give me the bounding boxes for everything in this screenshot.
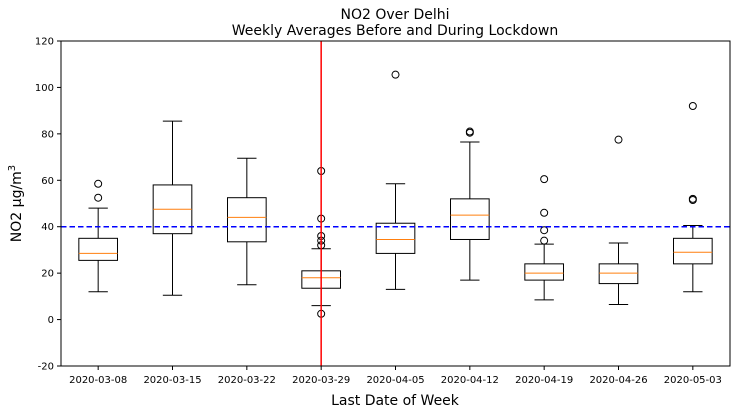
plot-area: -20 0 20 40 60 80 100 120 2020-03-08 2020-03-15 20… xyxy=(35,37,730,386)
box-group xyxy=(450,127,490,281)
x-tick-label: 2020-04-05 xyxy=(366,375,424,386)
outlier-point xyxy=(688,194,697,203)
x-tick-label: 2020-04-12 xyxy=(441,375,499,386)
y-axis-label-superscript: 3 xyxy=(7,165,18,171)
x-tick-label: 2020-03-22 xyxy=(218,375,276,386)
x-tick-label: 2020-03-29 xyxy=(292,375,350,386)
y-tick-label: 0 xyxy=(48,315,54,326)
x-axis-label: Last Date of Week xyxy=(331,393,460,409)
outlier-point xyxy=(614,135,623,144)
y-tick-label: 80 xyxy=(41,129,54,140)
outlier-point xyxy=(540,226,549,235)
box-group xyxy=(524,175,564,301)
x-tick-label: 2020-03-08 xyxy=(69,375,127,386)
outlier-point xyxy=(540,236,549,245)
outlier-point xyxy=(688,102,697,110)
iqr-box xyxy=(598,263,639,285)
y-tick-label: 40 xyxy=(41,222,54,233)
box-group xyxy=(78,179,118,293)
box-group xyxy=(673,102,713,293)
plot-frame xyxy=(60,40,731,367)
iqr-box xyxy=(78,237,118,261)
x-tick-label: 2020-04-19 xyxy=(515,375,573,386)
box-group xyxy=(227,157,267,286)
iqr-box xyxy=(227,197,267,243)
y-tick-label: 120 xyxy=(35,37,54,48)
y-axis-label: NO2 μg/m3 xyxy=(7,165,25,242)
iqr-box xyxy=(524,263,564,281)
outlier-point xyxy=(94,193,103,202)
outlier-point xyxy=(540,208,549,217)
chart-title-line-2: Weekly Averages Before and During Lockdo… xyxy=(232,23,558,39)
x-tick-label: 2020-04-26 xyxy=(589,375,647,386)
chart-title-line-1: NO2 Over Delhi xyxy=(340,7,449,23)
y-tick-label: -20 xyxy=(38,362,54,373)
y-axis-label-text: NO2 μg/m xyxy=(9,171,25,242)
box-group xyxy=(598,135,639,305)
iqr-box xyxy=(450,198,490,240)
outlier-point xyxy=(465,127,474,136)
iqr-box xyxy=(673,237,713,265)
y-tick-label: 60 xyxy=(41,176,54,187)
y-tick-label: 20 xyxy=(41,269,54,280)
outlier-point xyxy=(94,179,103,188)
box-group xyxy=(152,120,193,296)
outlier-point xyxy=(391,70,400,79)
outlier-point xyxy=(540,175,549,184)
y-tick-label: 100 xyxy=(35,83,54,94)
box-group xyxy=(375,70,416,290)
x-tick-label: 2020-05-03 xyxy=(664,375,722,386)
x-tick-label: 2020-03-15 xyxy=(143,375,201,386)
iqr-box xyxy=(375,222,416,254)
